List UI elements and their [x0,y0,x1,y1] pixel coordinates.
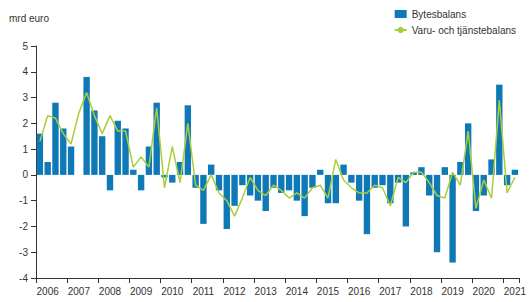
svg-text:2010: 2010 [161,286,184,297]
svg-text:2009: 2009 [130,286,153,297]
svg-text:2006: 2006 [37,286,60,297]
svg-text:2011: 2011 [193,286,215,297]
svg-text:2020: 2020 [473,286,496,297]
svg-text:5: 5 [22,41,28,52]
svg-text:3: 3 [22,92,28,103]
svg-text:-3: -3 [19,247,28,258]
svg-text:2021: 2021 [504,286,527,297]
svg-text:mrd euro: mrd euro [9,13,49,24]
svg-text:-2: -2 [19,221,28,232]
svg-text:2012: 2012 [223,286,246,297]
svg-text:2014: 2014 [286,286,309,297]
svg-text:2008: 2008 [99,286,122,297]
svg-text:2016: 2016 [348,286,371,297]
svg-text:2007: 2007 [68,286,91,297]
svg-text:2017: 2017 [379,286,402,297]
svg-text:-4: -4 [19,273,28,284]
svg-text:2: 2 [22,118,28,129]
svg-text:4: 4 [22,66,28,77]
svg-text:1: 1 [22,144,28,155]
svg-text:2018: 2018 [410,286,433,297]
svg-text:-1: -1 [19,195,28,206]
svg-text:2019: 2019 [441,286,464,297]
svg-text:Bytesbalans: Bytesbalans [412,9,466,20]
svg-text:Varu- och tjänstebalans: Varu- och tjänstebalans [412,25,516,36]
svg-text:0: 0 [22,169,28,180]
svg-text:2015: 2015 [317,286,340,297]
svg-text:2013: 2013 [255,286,278,297]
